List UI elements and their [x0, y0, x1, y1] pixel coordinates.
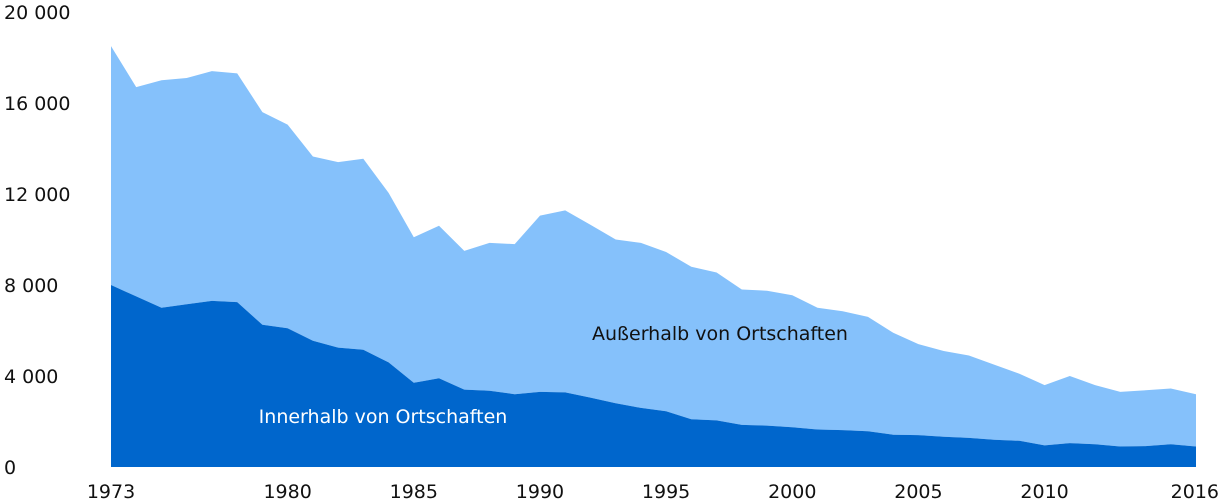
x-tick-label: 2000: [768, 481, 816, 503]
y-tick-label: 16 000: [4, 93, 70, 115]
x-tick-label: 2005: [894, 481, 942, 503]
x-axis: 1973 1980 1985 1990 1995 2000 2005 2010 2016: [87, 481, 1219, 503]
y-axis: 0 4 000 8 000 12 000 16 000 20 000: [4, 2, 70, 479]
y-tick-label: 20 000: [4, 2, 70, 24]
x-tick-label: 2010: [1020, 481, 1068, 503]
y-tick-label: 8 000: [4, 275, 58, 297]
y-tick-label: 0: [4, 457, 16, 479]
x-tick-label: 1990: [516, 481, 564, 503]
y-tick-label: 12 000: [4, 184, 70, 206]
series-label-innerhalb: Innerhalb von Ortschaften: [259, 406, 508, 428]
x-tick-label: 1973: [87, 481, 135, 503]
x-tick-label: 1985: [390, 481, 438, 503]
area-series-ausserhalb: [111, 46, 1196, 447]
y-tick-label: 4 000: [4, 366, 58, 388]
x-tick-label: 1980: [263, 481, 311, 503]
x-tick-label: 1995: [642, 481, 690, 503]
x-tick-label: 2016: [1171, 481, 1219, 503]
chart-areas: [111, 46, 1196, 467]
area-series-innerhalb: [111, 285, 1196, 467]
series-label-ausserhalb: Außerhalb von Ortschaften: [592, 323, 848, 345]
